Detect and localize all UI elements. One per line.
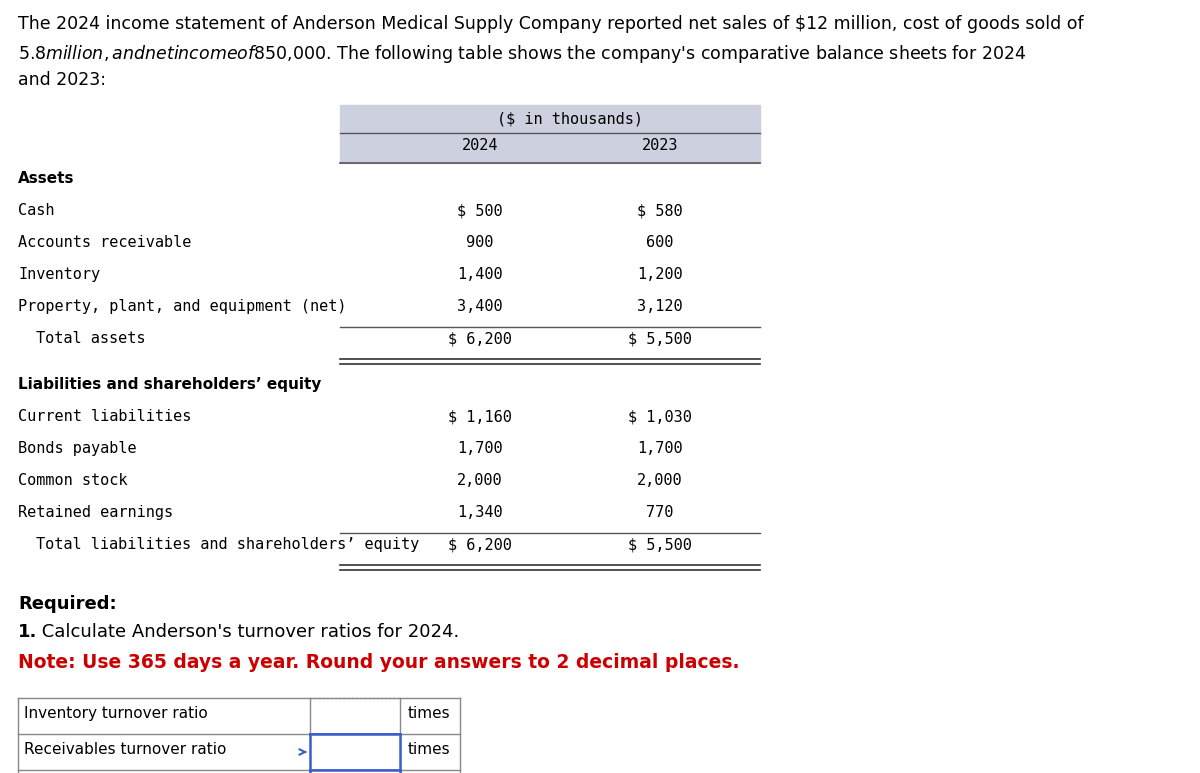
Text: $ 5,500: $ 5,500 (628, 331, 692, 346)
Text: Cash: Cash (18, 203, 54, 218)
Text: 2023: 2023 (642, 138, 678, 153)
Bar (310, 770, 400, 773)
Text: $ 6,200: $ 6,200 (448, 537, 512, 552)
Text: Assets: Assets (18, 171, 74, 186)
Text: 3,120: 3,120 (637, 299, 683, 314)
Text: Calculate Anderson's turnover ratios for 2024.: Calculate Anderson's turnover ratios for… (36, 623, 460, 641)
Text: 2,000: 2,000 (457, 473, 503, 488)
Text: Common stock: Common stock (18, 473, 127, 488)
Text: 600: 600 (647, 235, 673, 250)
Text: 1,700: 1,700 (637, 441, 683, 456)
Text: times: times (408, 742, 451, 757)
Text: Inventory turnover ratio: Inventory turnover ratio (24, 706, 208, 721)
Text: 1,340: 1,340 (457, 505, 503, 520)
Text: 2024: 2024 (462, 138, 498, 153)
Text: Retained earnings: Retained earnings (18, 505, 173, 520)
Text: Current liabilities: Current liabilities (18, 409, 191, 424)
Bar (310, 734, 400, 770)
Text: Accounts receivable: Accounts receivable (18, 235, 191, 250)
Text: $5.8 million, and net income of $850,000. The following table shows the company': $5.8 million, and net income of $850,000… (18, 43, 1026, 65)
Text: Liabilities and shareholders’ equity: Liabilities and shareholders’ equity (18, 377, 322, 392)
Text: Required:: Required: (18, 595, 116, 613)
Text: 770: 770 (647, 505, 673, 520)
Text: Total assets: Total assets (36, 331, 145, 346)
Text: times: times (408, 706, 451, 721)
Bar (340, 105, 760, 163)
Text: Property, plant, and equipment (net): Property, plant, and equipment (net) (18, 299, 347, 314)
Text: $ 1,160: $ 1,160 (448, 409, 512, 424)
Text: 1,700: 1,700 (457, 441, 503, 456)
Text: $ 500: $ 500 (457, 203, 503, 218)
Text: and 2023:: and 2023: (18, 71, 106, 89)
Text: 1.: 1. (18, 623, 37, 641)
Text: Receivables turnover ratio: Receivables turnover ratio (24, 742, 227, 757)
Text: $ 5,500: $ 5,500 (628, 537, 692, 552)
Text: The 2024 income statement of Anderson Medical Supply Company reported net sales : The 2024 income statement of Anderson Me… (18, 15, 1084, 33)
Text: 900: 900 (467, 235, 493, 250)
Text: 2,000: 2,000 (637, 473, 683, 488)
Text: Bonds payable: Bonds payable (18, 441, 137, 456)
Text: $ 1,030: $ 1,030 (628, 409, 692, 424)
Text: 3,400: 3,400 (457, 299, 503, 314)
Text: ($ in thousands): ($ in thousands) (497, 111, 643, 126)
Text: 1,400: 1,400 (457, 267, 503, 282)
Text: Total liabilities and shareholders’ equity: Total liabilities and shareholders’ equi… (36, 537, 419, 552)
Text: Inventory: Inventory (18, 267, 100, 282)
Text: Note: Use 365 days a year. Round your answers to 2 decimal places.: Note: Use 365 days a year. Round your an… (18, 653, 739, 672)
Text: $ 580: $ 580 (637, 203, 683, 218)
Text: $ 6,200: $ 6,200 (448, 331, 512, 346)
Text: 1,200: 1,200 (637, 267, 683, 282)
